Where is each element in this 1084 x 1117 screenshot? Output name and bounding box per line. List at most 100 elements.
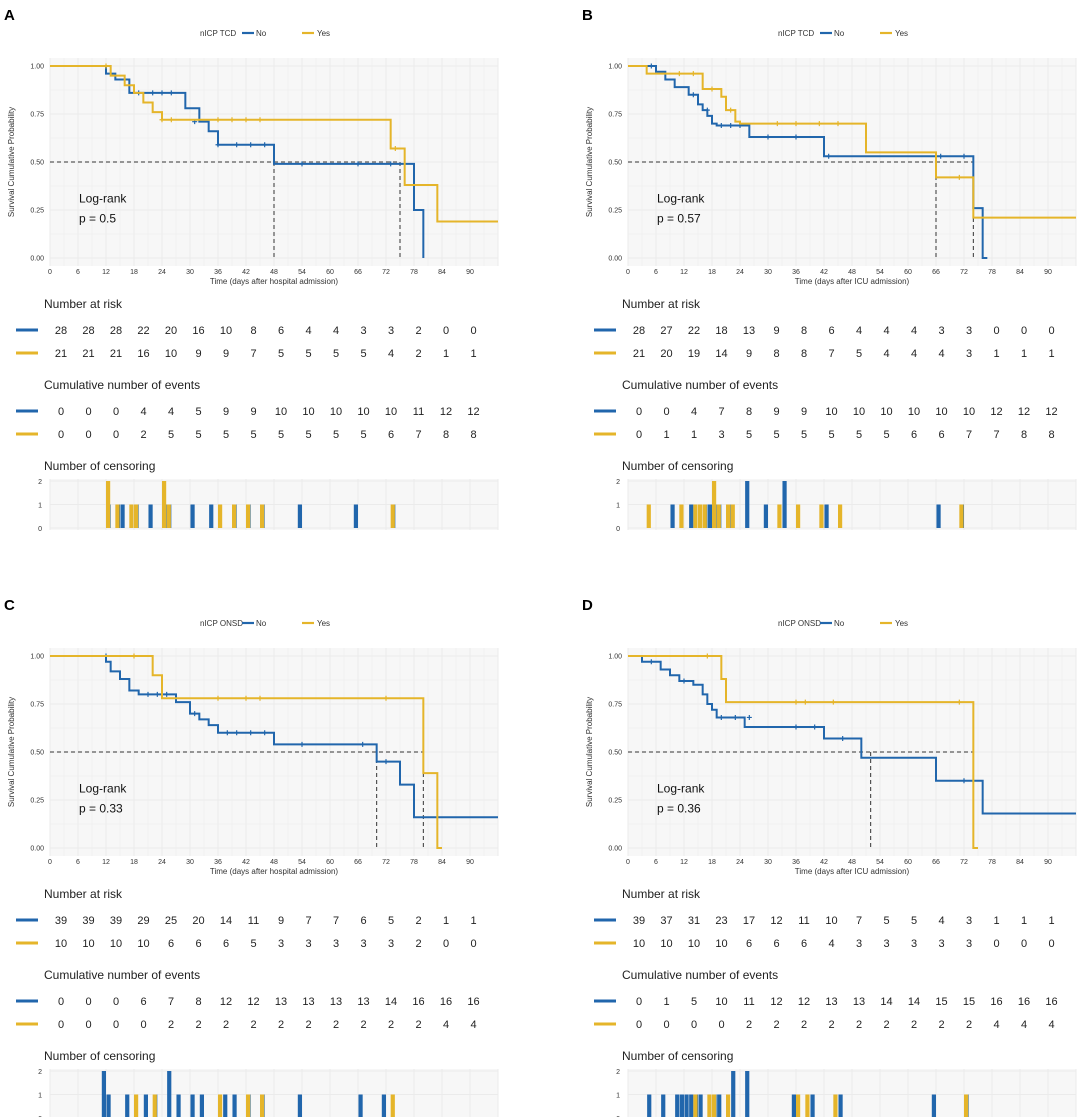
censoring-title: Number of censoring — [622, 1049, 733, 1063]
events-table-cell-yes: 0 — [636, 1019, 642, 1031]
censor-mark-no — [262, 142, 268, 148]
censoring-bar-no — [745, 481, 750, 528]
censoring-chart: Number of censoring 0 1 2 — [38, 459, 499, 533]
risk-table-cell-no: 20 — [192, 915, 204, 927]
risk-table-cell-yes: 9 — [746, 348, 752, 360]
risk-table-cell-no: 1 — [993, 915, 999, 927]
x-tick-label: 54 — [876, 269, 884, 276]
risk-table-cell-no: 20 — [165, 325, 177, 337]
risk-table-cell-yes: 3 — [966, 938, 972, 950]
events-table-cell-yes: 2 — [223, 1019, 229, 1031]
risk-table-cell-no: 2 — [415, 915, 421, 927]
risk-table-cell-no: 1 — [443, 915, 449, 927]
censor-mark-no — [159, 90, 165, 96]
legend: nICP ONSD No Yes — [778, 619, 908, 628]
risk-table-cell-yes: 21 — [110, 348, 122, 360]
x-tick-label: 30 — [764, 269, 772, 276]
x-tick-label: 54 — [298, 269, 306, 276]
censoring-bar-yes — [726, 504, 731, 528]
x-tick-label: 6 — [76, 859, 80, 866]
risk-table-cell-yes: 21 — [55, 348, 67, 360]
events-table-cell-no: 12 — [220, 996, 232, 1008]
events-table-cell-yes: 2 — [746, 1019, 752, 1031]
events-table-cell-no: 11 — [413, 406, 424, 418]
events-table-cell-no: 12 — [440, 406, 452, 418]
survival-curve-no — [628, 655, 1076, 815]
risk-table-cell-no: 7 — [333, 915, 339, 927]
censor-mark-no — [961, 778, 967, 784]
risk-table-cell-no: 28 — [633, 325, 645, 337]
y-tick-label: 0.50 — [30, 750, 44, 757]
risk-table-cell-yes: 19 — [688, 348, 700, 360]
events-table-cell-no: 10 — [715, 996, 727, 1008]
censor-mark-yes — [103, 63, 109, 69]
censoring-y-tick: 1 — [38, 503, 42, 510]
events-table-cell-no: 0 — [113, 406, 119, 418]
risk-table-cell-no: 4 — [305, 325, 311, 337]
risk-table-cell-yes: 21 — [633, 348, 645, 360]
censor-mark-yes — [774, 121, 780, 127]
risk-table-cell-no: 4 — [333, 325, 339, 337]
risk-table-cell-no: 0 — [470, 325, 476, 337]
events-table-cell-yes: 4 — [470, 1019, 476, 1031]
legend-label-no: No — [256, 29, 267, 38]
censor-mark-no — [224, 730, 230, 736]
x-tick-label: 78 — [988, 859, 996, 866]
censor-mark-no — [150, 90, 156, 96]
events-table-cell-no: 12 — [990, 406, 1002, 418]
censor-mark-yes — [704, 653, 710, 659]
y-axis-label: Survival Cumulative Probability — [585, 697, 594, 807]
risk-table-cell-yes: 6 — [223, 938, 229, 950]
risk-table-cell-yes: 8 — [801, 348, 807, 360]
risk-table-cell-yes: 9 — [223, 348, 229, 360]
events-table-cell-yes: 6 — [911, 429, 917, 441]
censoring-bar-no — [763, 504, 768, 528]
x-tick-label: 60 — [904, 269, 912, 276]
risk-table-cell-yes: 4 — [883, 348, 889, 360]
x-tick-label: 72 — [960, 859, 968, 866]
events-table-cell-yes: 5 — [223, 429, 229, 441]
logrank-label: Log-rank — [657, 191, 705, 205]
events-table-cell-no: 0 — [636, 996, 642, 1008]
events-table-cell-no: 11 — [743, 996, 754, 1008]
censor-mark-yes — [383, 695, 389, 701]
risk-table-cell-yes: 16 — [137, 348, 149, 360]
risk-table-cell-no: 3 — [966, 325, 972, 337]
censor-mark-no — [765, 134, 771, 140]
risk-table-cell-yes: 1 — [1048, 348, 1054, 360]
y-tick-label: 1.00 — [30, 64, 44, 71]
events-table-cell-yes: 0 — [85, 1019, 91, 1031]
logrank-p-value: p = 0.57 — [657, 211, 701, 225]
y-axis-label: Survival Cumulative Probability — [585, 107, 594, 217]
risk-table-cell-yes: 1 — [993, 348, 999, 360]
censor-mark-no — [690, 92, 696, 98]
censoring-bar-yes — [218, 504, 223, 528]
censoring-bar-no — [101, 1071, 106, 1117]
y-tick-label: 1.00 — [30, 654, 44, 661]
risk-table-cell-yes: 2 — [415, 348, 421, 360]
events-table-cell-yes: 2 — [828, 1019, 834, 1031]
censoring-y-tick: 2 — [616, 479, 620, 486]
x-tick-label: 0 — [626, 269, 630, 276]
x-tick-label: 42 — [242, 269, 250, 276]
censor-mark-no — [961, 153, 967, 159]
risk-table-cell-no: 3 — [360, 325, 366, 337]
logrank-p-value: p = 0.33 — [79, 801, 123, 815]
events-table-cell-no: 12 — [247, 996, 259, 1008]
events-table-cell-yes: 2 — [305, 1019, 311, 1031]
x-tick-label: 60 — [326, 859, 334, 866]
censoring-bar-no — [824, 504, 829, 528]
x-tick-label: 66 — [354, 859, 362, 866]
events-table-title: Cumulative number of events — [622, 968, 778, 982]
censoring-y-tick: 0 — [616, 526, 620, 533]
censor-mark-no — [793, 724, 799, 730]
censoring-bar-yes — [833, 1094, 838, 1117]
x-tick-label: 90 — [466, 269, 474, 276]
censor-mark-no — [826, 153, 832, 159]
risk-table-cell-no: 3 — [966, 915, 972, 927]
events-table-cell-yes: 5 — [250, 429, 256, 441]
risk-table-cell-yes: 1 — [443, 348, 449, 360]
risk-table-cell-no: 39 — [82, 915, 94, 927]
events-table-cell-no: 10 — [853, 406, 865, 418]
